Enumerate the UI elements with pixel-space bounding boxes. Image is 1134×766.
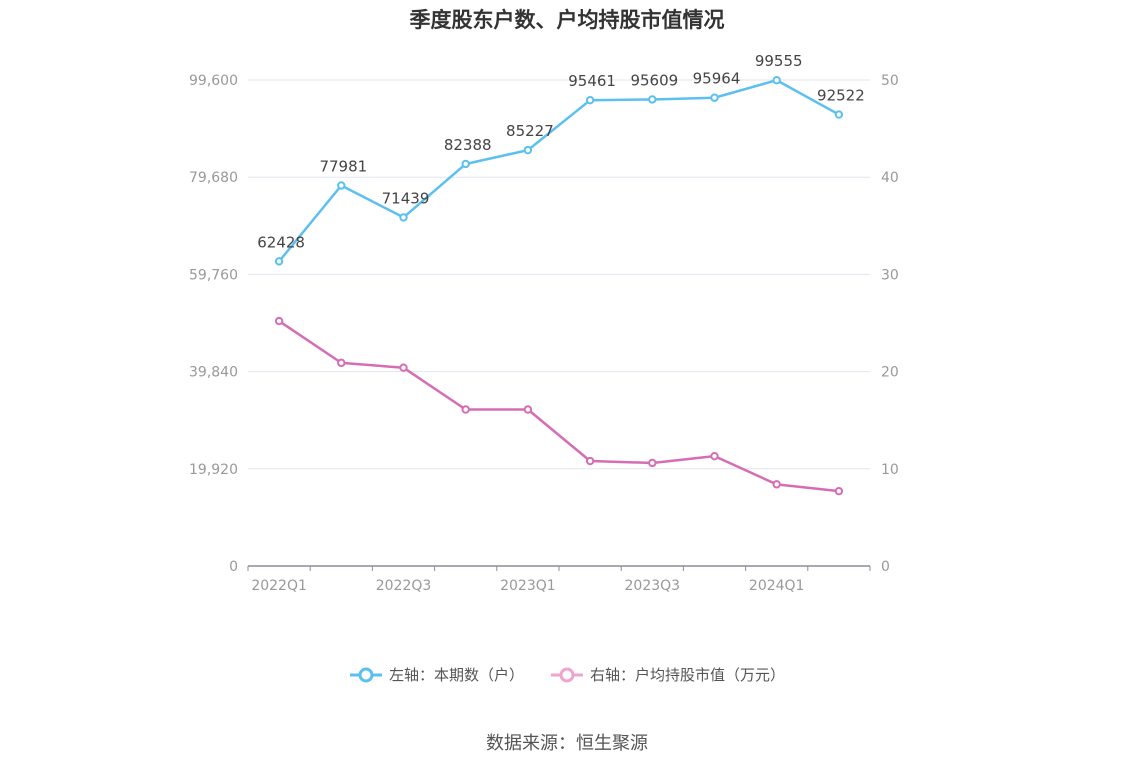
data-point: [834, 486, 844, 496]
data-label: 95461: [568, 72, 616, 90]
y-right-tick-label: 0: [881, 559, 890, 575]
data-point: [461, 405, 470, 414]
data-point: [710, 93, 719, 102]
legend-line-circle-icon: [349, 667, 382, 682]
data-point: [337, 181, 346, 190]
source-note: 数据来源：恒生聚源: [486, 733, 648, 754]
data-label: 85227: [506, 122, 554, 140]
series-line-2: [278, 320, 840, 493]
y-right-tick-label: 10: [881, 462, 899, 478]
y-right-tick-label: 50: [881, 73, 899, 89]
data-point: [710, 451, 719, 461]
data-label: 82388: [444, 136, 492, 154]
data-label: 71439: [382, 189, 430, 207]
data-point: [772, 76, 781, 85]
data-point: [834, 110, 844, 119]
x-tick-label: 2022Q1: [251, 578, 307, 594]
data-point: [523, 405, 533, 414]
y-right-tick-label: 20: [881, 365, 899, 381]
data-label: 95964: [693, 70, 741, 88]
data-label: 99555: [755, 52, 803, 70]
axes: 0 0 19,920 10 39,840 20 59,760 30 79,680 40 99,600…: [189, 73, 899, 594]
data-label: 92522: [817, 87, 865, 105]
grid-lines: [248, 79, 870, 470]
series-layer: [274, 76, 844, 496]
data-point: [585, 456, 595, 466]
legend-line-circle-icon: [551, 667, 583, 682]
data-point: [772, 480, 781, 489]
y-left-tick-label: 19,920: [189, 462, 238, 478]
chart-title: 季度股东户数、户均持股市值情况: [409, 8, 725, 32]
y-left-tick-label: 79,680: [189, 170, 238, 186]
x-tick-label: 2022Q3: [376, 578, 432, 594]
legend-item-holding-value[interactable]: 右轴：户均持股市值（万元）: [550, 664, 785, 685]
y-left-tick-label: 0: [229, 559, 238, 575]
data-point: [399, 363, 408, 372]
data-point: [274, 257, 284, 266]
legend-item-households[interactable]: 左轴：本期数（户）: [349, 664, 524, 685]
data-label: 77981: [319, 157, 367, 175]
data-label: 95609: [630, 71, 678, 89]
data-point: [648, 95, 657, 104]
data-point: [274, 316, 284, 326]
legend-label: 右轴：户均持股市值（万元）: [590, 666, 786, 684]
data-point: [461, 159, 470, 169]
data-point: [399, 213, 408, 222]
data-point: [585, 95, 595, 105]
legend-label: 左轴：本期数（户）: [388, 666, 524, 684]
data-labels: 62428 77981 71439 82388 85227 95461 95609 95964…: [257, 52, 865, 251]
x-tick-label: 2023Q3: [625, 578, 681, 594]
y-left-tick-label: 59,760: [189, 267, 238, 283]
y-right-tick-label: 40: [881, 170, 899, 186]
data-point: [648, 458, 657, 468]
y-right-tick-label: 30: [881, 267, 899, 283]
x-tick-label: 2023Q1: [500, 578, 556, 594]
x-tick-label: 2024Q1: [749, 578, 805, 594]
legend: 左轴：本期数（户） 右轴：户均持股市值（万元）: [0, 664, 1134, 685]
data-label: 62428: [257, 233, 305, 251]
y-left-tick-label: 39,840: [189, 365, 238, 381]
data-point: [337, 358, 346, 368]
data-point: [523, 145, 533, 155]
series-line-1: [278, 78, 840, 263]
y-left-tick-label: 99,600: [189, 73, 238, 89]
